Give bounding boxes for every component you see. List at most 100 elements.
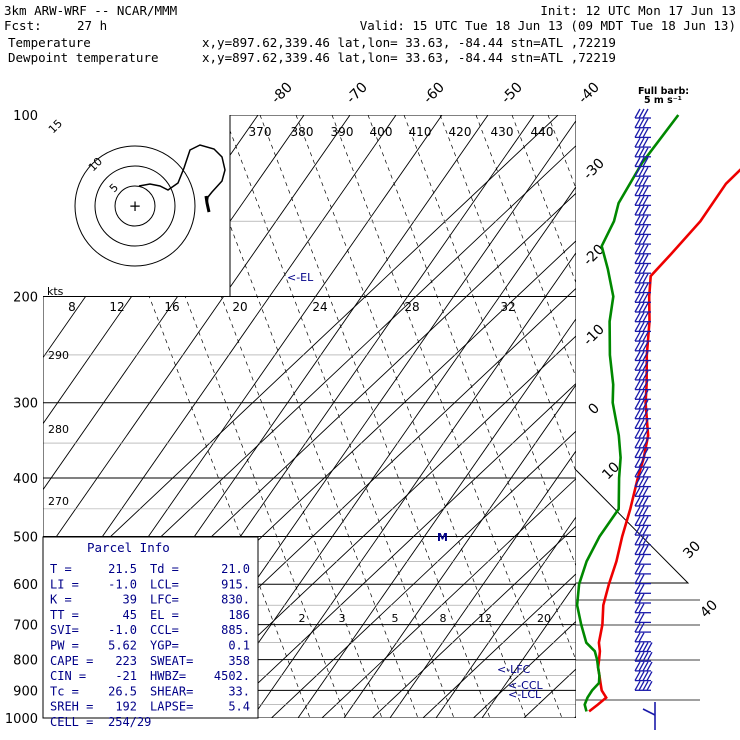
pressure-tick-label: 500	[13, 530, 38, 545]
parcel-row-value: 0.1	[228, 639, 250, 653]
parcel-row-value: 223	[115, 654, 137, 668]
dry-adiabat-line	[481, 582, 576, 718]
wind-barb	[634, 273, 651, 284]
wind-barb	[634, 302, 651, 313]
parcel-row-key: SREH =	[50, 700, 93, 714]
wind-barb	[634, 312, 651, 323]
parcel-row-value: -1.0	[108, 577, 137, 591]
isotherm-label: -50	[498, 79, 525, 106]
wind-barb	[634, 535, 651, 546]
wind-barb	[634, 331, 651, 342]
parcel-row-value: 830.	[221, 593, 250, 607]
wind-barb	[634, 506, 651, 517]
pressure-axis: 100 200 300 400 500 600 700 800 900 1000	[5, 109, 38, 727]
wind-barb	[634, 583, 651, 594]
parcel-info-title: Parcel Info	[87, 540, 170, 555]
isotherm-line	[574, 715, 576, 718]
pressure-tick-label: 700	[13, 619, 38, 634]
wind-barb	[634, 108, 651, 119]
isotherm-line	[422, 573, 576, 718]
hodograph: + 5 10 15 kts	[43, 115, 231, 298]
pressure-tick-label: 900	[13, 684, 38, 699]
pressure-tick-label: 200	[13, 291, 38, 306]
hodograph-ring	[114, 185, 156, 227]
wind-barb	[634, 322, 651, 333]
wind-barb	[634, 622, 651, 633]
parcel-row-key: YGP=	[150, 639, 179, 653]
parcel-row-value: 5.62	[108, 639, 137, 653]
wind-barb	[634, 370, 651, 381]
wind-scale-triangle	[575, 469, 700, 701]
mixing-ratio-label: 20	[537, 612, 551, 625]
isotherm-line	[726, 115, 740, 718]
wind-barb	[634, 244, 651, 255]
dry-adiabat-label: 270	[48, 495, 69, 508]
barb-legend-title: Full barb:	[638, 86, 689, 97]
pressure-tick-label: 1000	[5, 712, 38, 727]
wind-barb	[634, 428, 651, 439]
wind-barb	[634, 516, 651, 527]
wind-barb	[634, 186, 651, 197]
mixing-ratio-label: 5	[392, 612, 399, 625]
thetae-label: 8	[68, 300, 76, 314]
parcel-row-key: K =	[50, 593, 72, 607]
wind-barb	[634, 680, 653, 691]
parcel-row-key: Tc =	[50, 684, 79, 698]
wind-barb-column	[634, 108, 656, 730]
wind-barb	[634, 205, 651, 216]
model-title: 3km ARW-WRF -- NCAR/MMM	[4, 3, 177, 18]
wind-barb	[634, 486, 651, 497]
dashed-guide-line	[439, 115, 576, 473]
thetae-label: 24	[312, 300, 327, 314]
dry-adiabat-line	[297, 318, 576, 718]
wind-barb	[634, 166, 651, 177]
isotherm-line	[473, 620, 576, 718]
dashed-guide-line	[367, 115, 576, 662]
forecast-label: Fcst:	[4, 18, 42, 33]
isotherm-label: -70	[343, 79, 370, 106]
thetae-label: 20	[232, 300, 247, 314]
parcel-row-key: PW =	[50, 639, 79, 653]
parcel-row-key: TT =	[50, 608, 79, 622]
dashed-guide-line	[331, 115, 563, 718]
dashed-guide-line	[403, 115, 576, 567]
hodograph-origin: +	[129, 197, 142, 215]
dry-adiabat-label: 280	[48, 423, 69, 436]
wind-barb	[634, 118, 651, 129]
wind-barb	[634, 399, 651, 410]
temperature-location: x,y=897.62,339.46 lat,lon= 33.63, -84.44…	[202, 35, 616, 50]
wind-barb	[634, 457, 651, 468]
dry-adiabat-label: 290	[48, 349, 69, 362]
parcel-row-value: 192	[115, 700, 137, 714]
temperature-legend-label: Temperature	[8, 35, 91, 50]
wind-barb	[634, 651, 653, 662]
dry-adiabat-line	[435, 516, 576, 718]
pressure-tick-label: 600	[13, 578, 38, 593]
wind-barb	[634, 215, 651, 226]
isotherm-line	[271, 430, 576, 718]
isotherm-label: -40	[575, 79, 602, 106]
hodograph-trace-low	[204, 195, 211, 213]
isotherm-line	[170, 335, 576, 718]
dry-adiabat-line	[205, 185, 576, 718]
hodograph-trace	[138, 144, 226, 213]
isotherm-label: 30	[680, 538, 704, 562]
wind-barb	[634, 671, 653, 682]
parcel-row-key: LI =	[50, 577, 79, 591]
parcel-row-key: CAPE =	[50, 654, 93, 668]
wind-barb	[634, 389, 651, 400]
wind-barb	[634, 554, 651, 565]
valid-time: Valid: 15 UTC Tue 18 Jun 13 (09 MDT Tue …	[360, 18, 736, 33]
parcel-row-value: 39	[123, 593, 137, 607]
wind-barb	[634, 661, 653, 672]
parcel-row-key: CIN =	[50, 669, 86, 683]
theta-label: 390	[331, 125, 354, 139]
wind-barb	[634, 496, 651, 507]
isotherm-line	[321, 478, 576, 718]
wind-barb	[634, 593, 651, 604]
parcel-row-key: CCL=	[150, 623, 179, 637]
dewpoint-legend-label: Dewpoint temperature	[8, 50, 159, 65]
wind-barb	[634, 351, 651, 362]
parcel-row-value: 5.4	[228, 700, 250, 714]
dashed-guide-line	[511, 115, 576, 284]
